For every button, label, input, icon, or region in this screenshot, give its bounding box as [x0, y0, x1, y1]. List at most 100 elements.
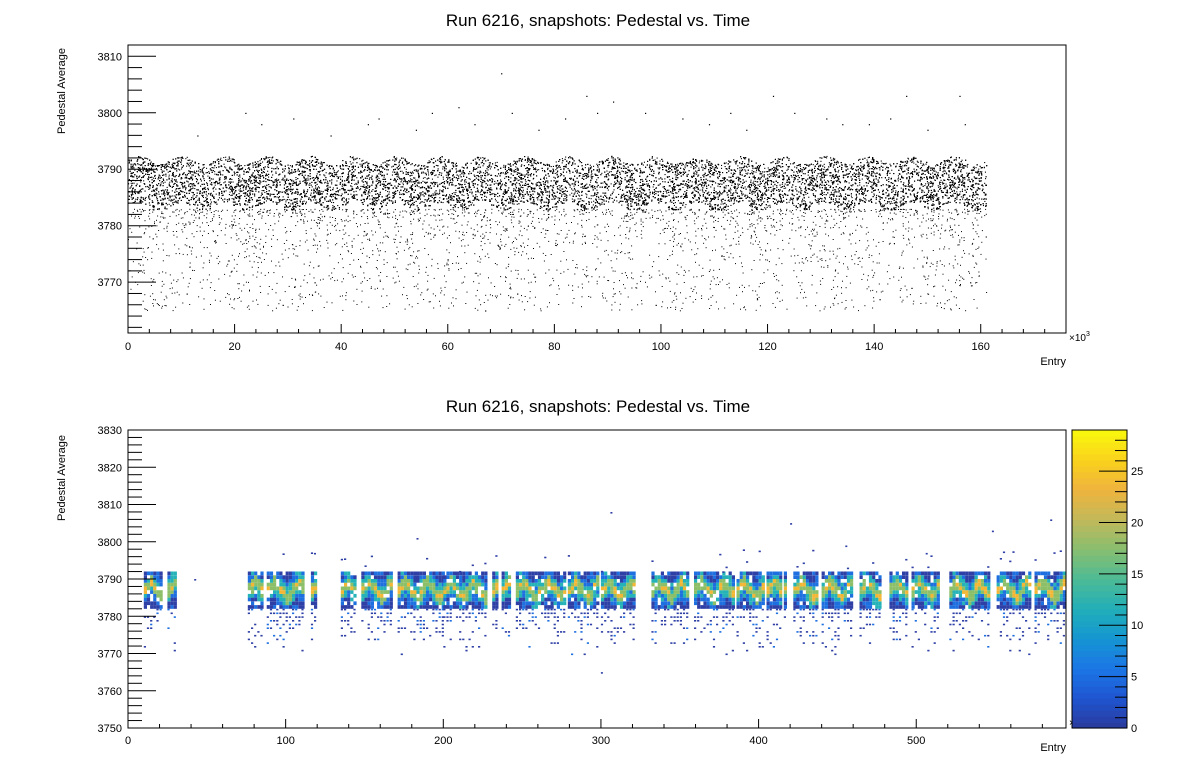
- scatter-point: [418, 186, 420, 188]
- scatter-point: [937, 199, 939, 201]
- scatter-point: [900, 191, 902, 193]
- scatter-point: [515, 166, 517, 168]
- scatter-point: [698, 167, 700, 169]
- scatter-point: [865, 199, 867, 201]
- scatter-point: [352, 188, 354, 190]
- scatter-point: [491, 174, 493, 176]
- scatter-point: [684, 167, 686, 169]
- scatter-point: [586, 194, 588, 196]
- scatter-point: [445, 174, 447, 176]
- scatter-point: [448, 196, 450, 198]
- scatter-point: [405, 160, 407, 162]
- scatter-point: [908, 176, 910, 178]
- scatter-point: [974, 183, 976, 185]
- scatter-point: [231, 189, 233, 191]
- scatter-point: [295, 177, 297, 179]
- scatter-point: [402, 184, 404, 186]
- scatter-point: [439, 191, 441, 193]
- scatter-point: [783, 187, 785, 189]
- scatter-point: [823, 179, 825, 181]
- scatter-point: [219, 172, 221, 174]
- scatter-point: [949, 163, 951, 165]
- scatter-point: [571, 192, 573, 194]
- scatter-point: [208, 204, 210, 206]
- scatter-point: [981, 174, 983, 176]
- scatter-point: [828, 162, 830, 164]
- scatter-point: [693, 174, 695, 176]
- scatter-point: [575, 190, 577, 192]
- scatter-point: [730, 189, 732, 191]
- scatter-point: [570, 178, 572, 180]
- scatter-point: [502, 196, 504, 198]
- scatter-point: [762, 192, 764, 194]
- scatter-point: [753, 175, 755, 177]
- scatter-point: [710, 186, 712, 188]
- scatter-point: [714, 198, 716, 200]
- scatter-point: [714, 204, 716, 206]
- scatter-point: [223, 178, 225, 180]
- scatter-point: [792, 194, 794, 196]
- scatter-point: [393, 196, 395, 198]
- scatter-point: [688, 186, 690, 188]
- scatter-point: [684, 194, 686, 196]
- scatter-point: [562, 188, 564, 190]
- scatter-point: [788, 158, 790, 160]
- scatter-point: [512, 184, 514, 186]
- scatter-point: [662, 164, 664, 166]
- scatter-point: [495, 200, 497, 202]
- scatter-point: [333, 169, 335, 171]
- scatter-point: [966, 198, 968, 200]
- scatter-point: [667, 162, 669, 164]
- scatter-point: [965, 201, 967, 203]
- scatter-point: [237, 165, 239, 167]
- scatter-point: [946, 195, 948, 197]
- scatter-point: [444, 181, 446, 183]
- scatter-point: [743, 175, 745, 177]
- scatter-point: [940, 179, 942, 181]
- scatter-point: [982, 185, 984, 187]
- scatter-point: [658, 184, 660, 186]
- scatter-point: [590, 166, 592, 168]
- scatter-point: [320, 166, 322, 168]
- scatter-point: [526, 167, 528, 169]
- scatter-point: [900, 187, 902, 189]
- scatter-point: [972, 205, 974, 207]
- scatter-point: [455, 185, 457, 187]
- scatter-point: [260, 195, 262, 197]
- scatter-point: [360, 185, 362, 187]
- scatter-point: [471, 202, 473, 204]
- scatter-point: [416, 196, 418, 198]
- scatter-point: [161, 198, 163, 200]
- scatter-point: [186, 156, 188, 158]
- scatter-point: [386, 186, 388, 188]
- scatter-point: [619, 186, 621, 188]
- scatter-point: [652, 186, 654, 188]
- scatter-point: [193, 170, 195, 172]
- scatter-point: [168, 191, 170, 193]
- scatter-point: [327, 180, 329, 182]
- scatter-point: [606, 184, 608, 186]
- scatter-point: [329, 172, 331, 174]
- scatter-point: [324, 199, 326, 201]
- scatter-point: [435, 174, 437, 176]
- scatter-point: [142, 197, 144, 199]
- scatter-point: [815, 185, 817, 187]
- scatter-point: [889, 163, 891, 165]
- scatter-point: [533, 200, 535, 202]
- scatter-point: [197, 199, 199, 201]
- scatter-point: [845, 174, 847, 176]
- scatter-point: [686, 181, 688, 183]
- scatter-point: [605, 182, 607, 184]
- scatter-point: [682, 186, 684, 188]
- scatter-point: [391, 174, 393, 176]
- scatter-point: [404, 187, 406, 189]
- scatter-point: [753, 180, 755, 182]
- scatter-point: [342, 204, 344, 206]
- scatter-point: [668, 189, 670, 191]
- scatter-point: [309, 187, 311, 189]
- scatter-point: [409, 196, 411, 198]
- scatter-point: [504, 177, 506, 179]
- scatter-point: [717, 185, 719, 187]
- scatter-point: [731, 184, 733, 186]
- scatter-point: [893, 196, 895, 198]
